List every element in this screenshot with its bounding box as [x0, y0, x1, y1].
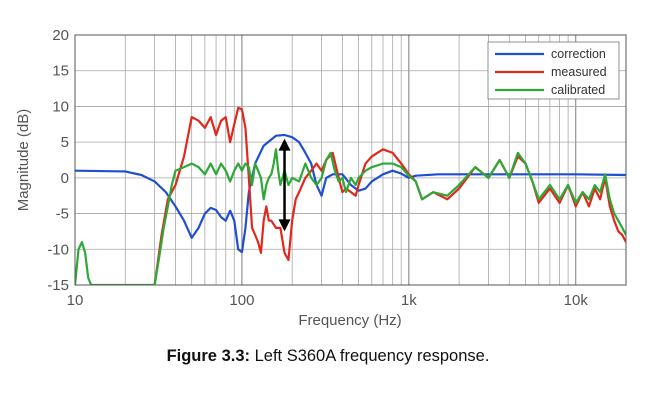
x-tick-label: 100 [229, 292, 254, 309]
plot-frame [74, 34, 627, 286]
caption-label: Figure 3.3: [166, 347, 250, 365]
legend-label-calibrated: calibrated [551, 83, 605, 97]
legend-label-measured: measured [551, 65, 607, 79]
y-axis-label: Magnitude (dB) [15, 109, 32, 212]
y-tick-label: 0 [61, 170, 69, 187]
frequency-response-chart: -15 -10 -5 0 5 10 15 20 10 100 1k 10k Magnitude (dB… [15, 27, 627, 329]
y-tick-label: 15 [52, 63, 69, 80]
x-tick-label: 10k [564, 292, 589, 309]
series-line-correction [75, 133, 626, 254]
series-line-measured [153, 106, 626, 285]
y-tick-label: -15 [47, 277, 69, 294]
figure-caption: Figure 3.3: Left S360A frequency respons… [0, 347, 656, 366]
caption-text: Left S360A frequency response. [254, 347, 490, 365]
annotation-arrow-head-down [278, 219, 291, 232]
x-tick-label: 1k [401, 292, 417, 309]
y-tick-label: -5 [56, 206, 69, 223]
series-line-calibrated [75, 148, 626, 285]
grid-lines [75, 35, 626, 285]
annotation-arrow-head-up [278, 138, 291, 151]
y-tick-label: 20 [52, 27, 69, 44]
y-tick-label: 5 [61, 134, 69, 151]
tick-labels: -15 -10 -5 0 5 10 15 20 10 100 1k 10k [47, 27, 588, 309]
legend-label-correction: correction [551, 47, 606, 61]
series-lines [75, 106, 626, 285]
x-tick-label: 10 [67, 292, 84, 309]
annotation-layer [278, 138, 291, 232]
y-tick-label: 10 [52, 98, 69, 115]
y-tick-label: -10 [47, 241, 69, 258]
legend: correction measured calibrated [487, 41, 620, 100]
x-axis-label: Frequency (Hz) [298, 312, 401, 329]
